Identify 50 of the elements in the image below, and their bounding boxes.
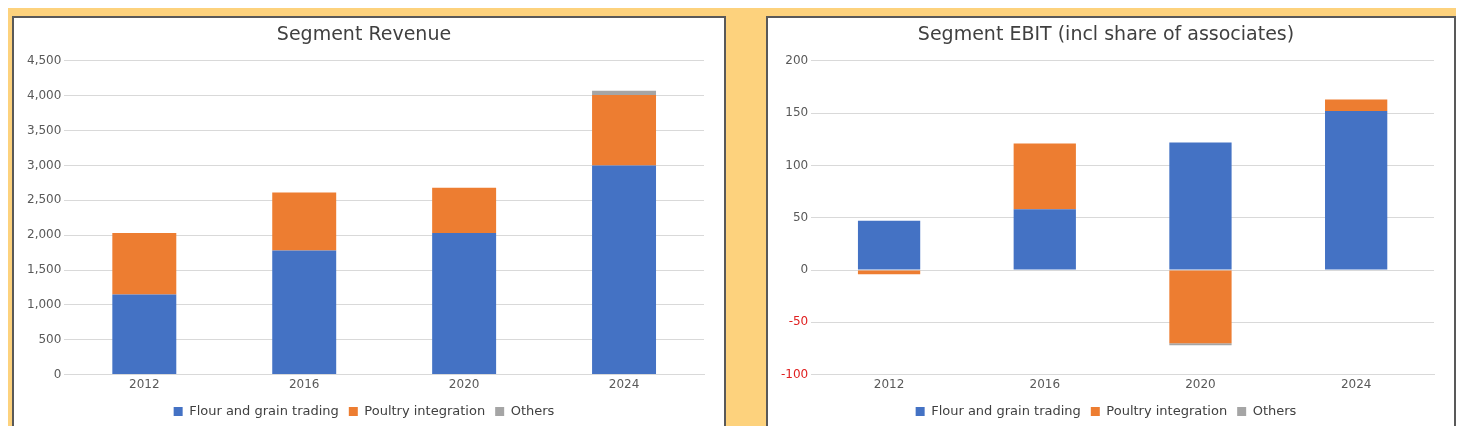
y-tick-label: 50 bbox=[792, 209, 809, 224]
y-tick-label: 150 bbox=[785, 105, 809, 120]
y-tick-label: 4,000 bbox=[26, 87, 62, 102]
legend-label: Poultry integration bbox=[1106, 402, 1228, 418]
y-tick-label: 2,500 bbox=[26, 192, 62, 207]
legend-label: Others bbox=[510, 402, 555, 418]
y-tick-label: 200 bbox=[785, 52, 809, 67]
legend-label: Flour and grain trading bbox=[931, 402, 1081, 418]
bar bbox=[112, 233, 177, 295]
bar bbox=[272, 192, 337, 251]
chart-title: Segment EBIT (incl share of associates) bbox=[917, 22, 1295, 45]
chart-title: Segment Revenue bbox=[276, 22, 452, 45]
y-tick-label: -50 bbox=[788, 314, 809, 329]
y-tick-label: 3,500 bbox=[26, 122, 62, 137]
x-tick-label: 2012 bbox=[129, 376, 160, 391]
bar bbox=[1325, 111, 1388, 270]
x-tick-label: 2016 bbox=[288, 376, 320, 391]
bar bbox=[1169, 270, 1232, 344]
bar bbox=[592, 94, 657, 166]
y-tick-label: 0 bbox=[800, 262, 809, 277]
y-tick-label: 4,500 bbox=[26, 52, 62, 67]
legend-label: Others bbox=[1252, 402, 1297, 418]
y-tick-label: 1,500 bbox=[26, 262, 62, 277]
bar bbox=[1325, 99, 1388, 112]
bar bbox=[432, 187, 497, 234]
bar bbox=[112, 294, 177, 375]
x-tick-label: 2020 bbox=[1185, 376, 1216, 391]
y-tick-label: 2,000 bbox=[26, 227, 62, 242]
bar bbox=[432, 233, 497, 375]
bar bbox=[1013, 209, 1076, 270]
x-tick-label: 2024 bbox=[608, 376, 640, 391]
x-tick-label: 2020 bbox=[448, 376, 480, 391]
legend-label: Poultry integration bbox=[364, 402, 486, 418]
bar bbox=[1169, 343, 1232, 346]
bar bbox=[272, 250, 337, 375]
y-tick-label: 500 bbox=[38, 331, 62, 346]
bar bbox=[592, 165, 657, 375]
x-tick-label: 2024 bbox=[1340, 376, 1372, 391]
y-tick-label: 100 bbox=[785, 157, 809, 172]
y-tick-label: 3,000 bbox=[26, 157, 62, 172]
y-tick-label: 1,000 bbox=[26, 296, 62, 311]
bar bbox=[857, 220, 921, 270]
x-tick-label: 2016 bbox=[1029, 376, 1061, 391]
legend-label: Flour and grain trading bbox=[189, 402, 339, 418]
x-tick-label: 2012 bbox=[873, 376, 905, 391]
bar bbox=[1013, 143, 1076, 210]
y-tick-label: 0 bbox=[53, 366, 62, 381]
bar bbox=[592, 90, 657, 95]
bar bbox=[1169, 142, 1232, 270]
y-tick-label: -100 bbox=[781, 366, 809, 381]
